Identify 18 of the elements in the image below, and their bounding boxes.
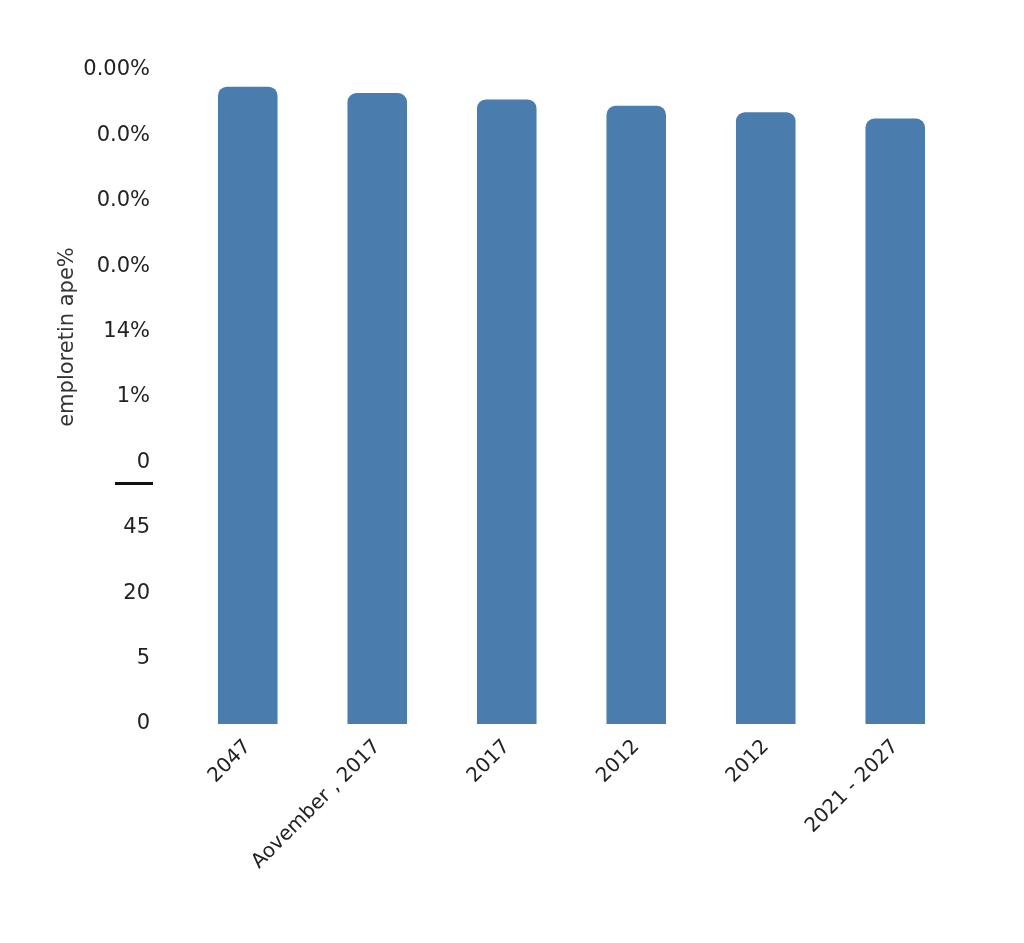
bar (217, 86, 278, 724)
text: 1% (116, 383, 150, 408)
text: 5 (136, 645, 150, 670)
text: 0.0% (96, 252, 150, 277)
text: 20 (123, 579, 150, 604)
bar (476, 99, 537, 724)
text: 0 (136, 448, 150, 473)
text: 45 (123, 514, 150, 539)
bar (347, 93, 408, 724)
text: 0.00% (83, 56, 150, 81)
text: 0.0% (96, 187, 150, 212)
text: 0 (136, 710, 150, 735)
bar (865, 118, 926, 724)
y-axis-title: emploretin ape% (54, 247, 79, 427)
text: 14% (103, 318, 150, 343)
bar (606, 105, 667, 724)
bar (735, 112, 796, 724)
text: 0.0% (96, 121, 150, 146)
